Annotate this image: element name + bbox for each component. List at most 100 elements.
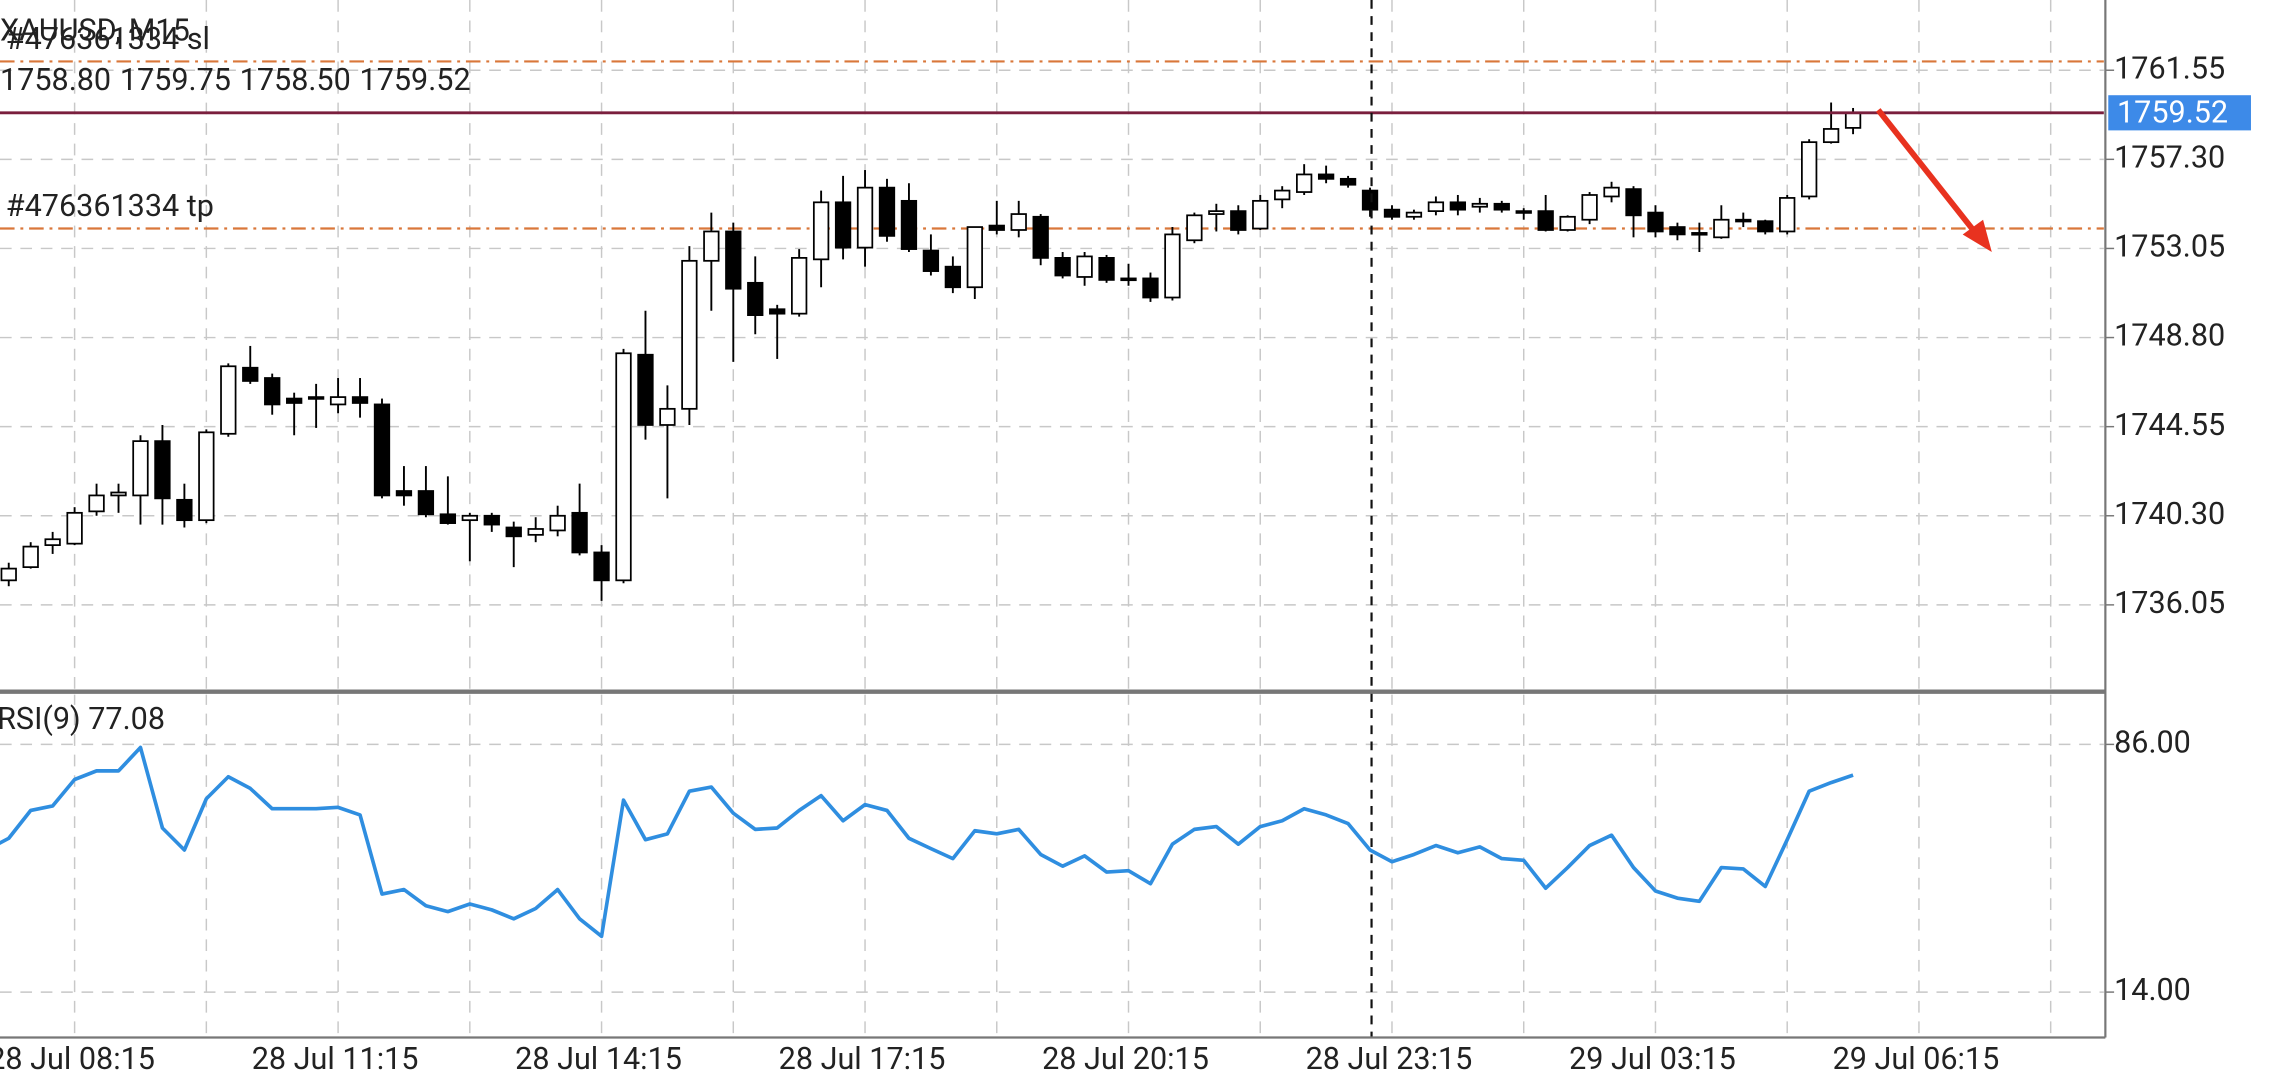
candle-body xyxy=(944,265,962,289)
candle-body xyxy=(1559,215,1576,231)
y-tick-label: 14.00 xyxy=(2114,973,2191,1008)
y-tick-label: 1748.80 xyxy=(2114,319,2225,354)
candle-body xyxy=(1405,211,1423,218)
candle-body xyxy=(286,397,303,404)
axes: 1761.55 1757.30 1753.05 1748.80 1744.55 1740.… xyxy=(0,51,2251,1077)
y-tick-label: 1753.05 xyxy=(2114,229,2225,264)
candle-body xyxy=(1252,199,1269,230)
candle-body xyxy=(681,259,698,410)
candle-body xyxy=(1010,213,1027,231)
y-tick-label: 1757.30 xyxy=(2114,140,2225,175)
level-label: #476361334 sl xyxy=(6,22,210,57)
candle-body xyxy=(351,396,369,404)
annotation-arrowhead xyxy=(1962,219,1992,253)
y-tick-label: 86.00 xyxy=(2114,725,2191,760)
candle-body xyxy=(417,490,435,516)
candle-body xyxy=(659,407,676,426)
candle-body xyxy=(1032,215,1049,259)
symbol: XAUUSD, M15 xyxy=(0,13,190,48)
candle-body xyxy=(791,257,808,315)
candle-body xyxy=(176,498,193,522)
candle-body xyxy=(66,511,83,545)
y-tick-label: 1740.30 xyxy=(2114,497,2225,532)
candle-body xyxy=(1735,218,1752,223)
candle-body xyxy=(637,353,654,426)
candle-body xyxy=(439,513,457,524)
candle-body xyxy=(1603,186,1620,198)
candle-body xyxy=(1383,208,1401,218)
candle-body xyxy=(1164,233,1181,299)
candle-body xyxy=(1515,210,1532,214)
candle-body xyxy=(1274,189,1291,201)
candle-body xyxy=(483,514,500,526)
candle-body xyxy=(725,230,742,290)
candle-body xyxy=(1801,141,1818,198)
candle-body xyxy=(812,201,830,261)
candle-body xyxy=(1669,226,1686,236)
candle-body xyxy=(1449,201,1467,211)
candle-body xyxy=(1142,277,1159,299)
candle-body xyxy=(1208,210,1225,215)
candle-body xyxy=(0,567,17,582)
candle-body xyxy=(615,352,632,582)
candle-body xyxy=(1757,220,1774,233)
candle-body xyxy=(1186,214,1203,242)
candle-body xyxy=(1537,210,1554,231)
candle-body xyxy=(922,249,940,272)
x-tick-label: 28 Jul 20:15 xyxy=(1042,1042,1209,1077)
rsi-line xyxy=(0,745,1854,939)
candle-body xyxy=(549,514,566,532)
candle-body xyxy=(769,308,786,315)
candle-body xyxy=(834,201,852,249)
candle-body xyxy=(132,440,149,497)
x-tick-label: 28 Jul 11:15 xyxy=(252,1042,419,1077)
candle-body xyxy=(329,396,347,406)
candle-body xyxy=(110,491,127,497)
candle-body xyxy=(747,281,764,316)
candle-body xyxy=(1647,211,1664,233)
candle-body xyxy=(1230,210,1247,231)
ohlc-info: 1758.80 1759.75 1758.50 1759.52 xyxy=(0,63,471,98)
candle-body xyxy=(1713,218,1730,239)
candle-body xyxy=(966,226,983,289)
candle-body xyxy=(264,377,281,406)
candle-body xyxy=(703,230,720,262)
candle-body xyxy=(1493,202,1510,211)
level-label: #476361334 tp xyxy=(6,189,214,224)
candle-body xyxy=(154,440,171,500)
x-tick-label: 28 Jul 17:15 xyxy=(779,1042,946,1077)
ohlc-value: 1758.50 xyxy=(240,63,351,98)
x-tick-label: 28 Jul 23:15 xyxy=(1306,1042,1473,1077)
candle-body xyxy=(44,538,61,546)
y-tick-label: 1744.55 xyxy=(2114,408,2225,443)
candle-body xyxy=(1076,255,1093,278)
candle-body xyxy=(1339,177,1357,186)
candle-body xyxy=(856,186,874,249)
ohlc-value: 1759.75 xyxy=(120,63,231,98)
candle-body xyxy=(1317,173,1335,180)
x-tick-label: 29 Jul 06:15 xyxy=(1833,1042,2000,1077)
candle-body xyxy=(527,528,544,536)
candle-body xyxy=(878,186,896,237)
price-label: 1759.52 xyxy=(2117,95,2228,130)
candle-body xyxy=(242,366,259,382)
candle-body xyxy=(593,551,610,582)
candle-body xyxy=(1581,194,1598,221)
candle-body xyxy=(22,545,39,569)
candle-body xyxy=(307,396,325,400)
candle-body xyxy=(1471,202,1488,208)
candle-body xyxy=(1779,197,1796,233)
candle-body xyxy=(1361,189,1379,211)
x-tick-label: 29 Jul 03:15 xyxy=(1569,1042,1736,1077)
ohlc-value: 1758.80 xyxy=(0,63,111,98)
x-tick-label: 28 Jul 14:15 xyxy=(515,1042,682,1077)
candle-body xyxy=(1098,257,1115,281)
price-label-box xyxy=(2108,95,2251,131)
candle-body xyxy=(988,224,1005,231)
candle-body xyxy=(395,490,413,497)
candle-body xyxy=(373,403,391,497)
candle-body xyxy=(461,514,478,522)
annotation-arrow xyxy=(1875,108,1983,241)
